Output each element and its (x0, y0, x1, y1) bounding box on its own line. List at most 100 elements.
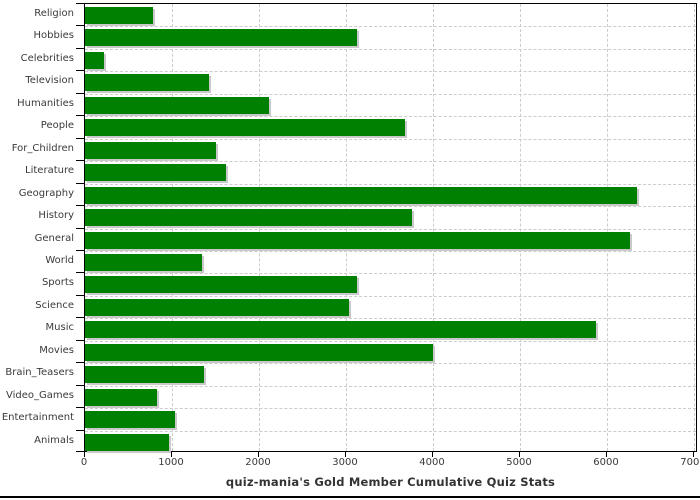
bar-world (85, 253, 203, 271)
category-label-science: Science (35, 299, 74, 311)
category-label-celebrities: Celebrities (20, 52, 74, 64)
x-tick-label-1000: 1000 (158, 457, 184, 468)
vertical-gridline-7000 (694, 4, 695, 451)
horizontal-gridline-8 (85, 183, 696, 185)
y-tick-end (76, 451, 84, 452)
bottom-border-line (0, 496, 700, 498)
x-tick-label-5000: 5000 (506, 457, 532, 468)
category-label-history: History (38, 210, 74, 222)
x-tick-4000 (432, 452, 433, 457)
y-tick-16 (76, 362, 84, 364)
y-tick-18 (76, 407, 84, 409)
bar-science (85, 298, 350, 316)
horizontal-gridline-13 (85, 295, 696, 297)
x-tick-7000 (693, 452, 694, 457)
y-tick-9 (76, 205, 84, 207)
x-tick-label-3000: 3000 (332, 457, 358, 468)
category-label-hobbies: Hobbies (33, 30, 74, 42)
category-label-people: People (40, 120, 74, 132)
bar-literature (85, 164, 226, 182)
horizontal-gridline-15 (85, 340, 696, 342)
category-label-music: Music (45, 322, 74, 334)
x-tick-label-0: 0 (80, 457, 88, 468)
bar-general (85, 231, 630, 249)
horizontal-gridline-2 (85, 48, 696, 50)
x-tick-1000 (171, 452, 172, 457)
bar-brain_teasers (85, 366, 205, 384)
bar-sports (85, 276, 358, 294)
horizontal-gridline-11 (85, 250, 696, 252)
category-label-humanities: Humanities (17, 97, 74, 109)
y-tick-5 (76, 115, 84, 117)
y-tick-3 (76, 70, 84, 72)
y-tick-6 (76, 137, 84, 139)
y-tick-12 (76, 272, 84, 274)
category-label-general: General (34, 232, 74, 244)
bar-humanities (85, 96, 270, 114)
vertical-gridline-3000 (346, 4, 347, 451)
horizontal-gridline-5 (85, 116, 696, 118)
horizontal-gridline-3 (85, 71, 696, 73)
y-tick-8 (76, 182, 84, 184)
horizontal-gridline-12 (85, 273, 696, 275)
horizontal-gridline-6 (85, 138, 696, 140)
x-tick-3000 (345, 452, 346, 457)
horizontal-gridline-16 (85, 363, 696, 365)
y-tick-13 (76, 294, 84, 296)
y-tick-15 (76, 339, 84, 341)
category-label-religion: Religion (34, 8, 74, 19)
x-tick-6000 (606, 452, 607, 457)
category-label-animals: Animals (34, 434, 74, 446)
y-tick-19 (76, 429, 84, 431)
x-tick-label-2000: 2000 (245, 457, 271, 468)
y-tick-2 (76, 47, 84, 49)
horizontal-gridline-7 (85, 161, 696, 163)
bar-entertainment (85, 411, 175, 429)
category-label-for_children: For_Children (11, 142, 74, 154)
category-label-television: Television (25, 75, 74, 87)
bar-history (85, 209, 413, 227)
horizontal-gridline-9 (85, 206, 696, 208)
category-label-literature: Literature (25, 165, 74, 177)
horizontal-gridline-14 (85, 318, 696, 320)
vertical-gridline-2000 (259, 4, 260, 451)
horizontal-gridline-18 (85, 408, 696, 410)
horizontal-gridline-10 (85, 228, 696, 230)
horizontal-gridline-17 (85, 385, 696, 387)
vertical-gridline-1000 (172, 4, 173, 451)
horizontal-gridline-1 (85, 26, 696, 28)
category-label-movies: Movies (39, 344, 74, 356)
y-tick-11 (76, 249, 84, 251)
y-tick-0 (76, 3, 84, 4)
x-tick-label-4000: 4000 (419, 457, 445, 468)
category-label-video_games: Video_Games (6, 389, 74, 401)
x-tick-2000 (258, 452, 259, 457)
category-label-entertainment: Entertainment (1, 412, 74, 424)
bar-hobbies (85, 29, 358, 47)
category-label-brain_teasers: Brain_Teasers (5, 367, 74, 379)
bar-video_games (85, 388, 158, 406)
category-label-world: World (45, 254, 74, 266)
x-tick-label-7000: 7000 (680, 457, 700, 468)
vertical-gridline-4000 (433, 4, 434, 451)
bar-for_children (85, 141, 216, 159)
bar-television (85, 74, 210, 92)
bar-celebrities (85, 51, 104, 69)
x-tick-5000 (519, 452, 520, 457)
bar-people (85, 119, 406, 137)
y-tick-10 (76, 227, 84, 229)
category-label-sports: Sports (41, 277, 74, 289)
x-tick-label-6000: 6000 (593, 457, 619, 468)
horizontal-gridline-4 (85, 93, 696, 95)
bar-religion (85, 7, 153, 24)
plot-area (84, 3, 697, 452)
y-tick-7 (76, 160, 84, 162)
bar-animals (85, 433, 170, 451)
y-tick-4 (76, 92, 84, 94)
y-tick-1 (76, 25, 84, 27)
vertical-gridline-6000 (607, 4, 608, 451)
chart-title: quiz-mania's Gold Member Cumulative Quiz… (225, 475, 556, 489)
x-tick-0 (84, 452, 85, 457)
y-tick-17 (76, 384, 84, 386)
vertical-gridline-5000 (520, 4, 521, 451)
